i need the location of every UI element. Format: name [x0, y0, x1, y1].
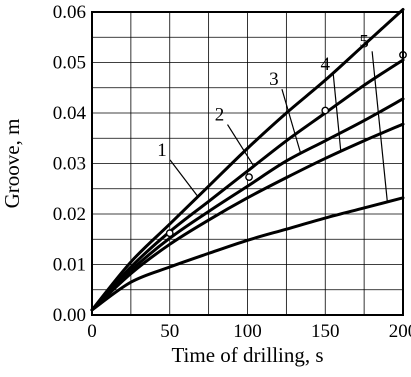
tick-labels: 0 50 100 150 200 0.00 0.01 0.02 0.03 0.04 0.05 0.06	[53, 2, 411, 342]
y-tick-label: 0.01	[53, 255, 86, 276]
label-leader-5	[371, 51, 389, 203]
curve-labels: 1 2 3 4 5	[157, 31, 369, 161]
x-tick-label: 200	[389, 321, 411, 342]
curves	[90, 7, 405, 312]
data-marker	[245, 173, 253, 182]
label-leader-3	[281, 89, 301, 153]
data-marker	[321, 106, 330, 115]
series-line-5	[90, 196, 405, 312]
series-line-2	[90, 58, 405, 312]
series-line-4	[90, 122, 405, 312]
x-tick-label: 100	[233, 321, 262, 342]
series-line-3	[90, 97, 405, 312]
curve-label-4: 4	[321, 54, 331, 75]
data-marker	[165, 229, 174, 238]
label-leader-2	[227, 124, 255, 167]
plot-frame	[91, 11, 404, 316]
y-tick-label: 0.06	[53, 2, 86, 23]
grid	[92, 12, 403, 315]
label-leader-4	[332, 74, 342, 152]
series-line-1	[90, 7, 405, 312]
y-tick-label: 0.05	[53, 53, 86, 74]
data-markers	[165, 51, 407, 238]
x-tick-label: 150	[311, 321, 340, 342]
label-leaders	[169, 51, 389, 203]
x-axis-title: Time of drilling, s	[171, 343, 323, 367]
y-tick-label: 0.00	[53, 305, 86, 326]
y-axis-title: Groove, m	[0, 119, 24, 209]
x-tick-label: 0	[87, 321, 97, 342]
curve-label-1: 1	[157, 140, 167, 161]
label-leader-1	[169, 159, 199, 197]
curve-label-5: 5	[359, 31, 369, 52]
y-tick-label: 0.03	[53, 154, 86, 175]
y-tick-label: 0.02	[53, 204, 86, 225]
y-tick-label: 0.04	[53, 103, 87, 124]
x-tick-label: 50	[160, 321, 179, 342]
curve-label-3: 3	[269, 69, 279, 90]
curve-label-2: 2	[215, 105, 225, 126]
